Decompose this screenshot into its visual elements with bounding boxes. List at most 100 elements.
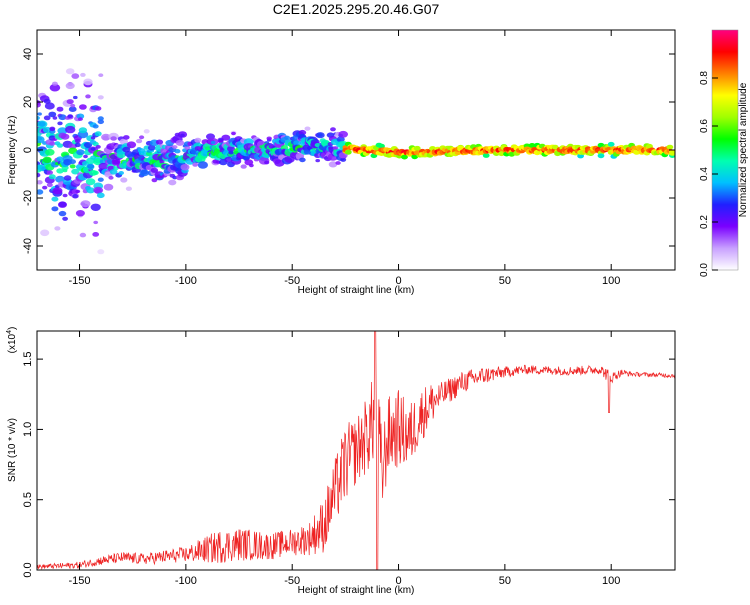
heatmap-cell bbox=[38, 121, 46, 127]
colorbar-gradient bbox=[712, 30, 738, 270]
heatmap-cell bbox=[240, 164, 247, 169]
x-tick-label: -100 bbox=[175, 575, 197, 587]
heatmap-cell bbox=[85, 94, 91, 99]
heatmap-cell bbox=[328, 161, 338, 168]
heatmap-cell bbox=[75, 210, 85, 217]
snr-x-label: Height of straight line (km) bbox=[298, 585, 415, 596]
heatmap-cell bbox=[44, 102, 55, 110]
heatmap-cell bbox=[37, 115, 40, 121]
heatmap-cell bbox=[49, 83, 61, 92]
heatmap-cell bbox=[74, 142, 81, 148]
heatmap-cell bbox=[123, 135, 130, 140]
y-tick-label: -20 bbox=[22, 190, 34, 206]
heatmap-cell bbox=[498, 151, 505, 157]
heatmap-cell bbox=[49, 141, 56, 146]
heatmap-cell bbox=[42, 156, 52, 163]
heatmap-cell bbox=[184, 145, 191, 150]
colorbar-tick-label: 0.8 bbox=[699, 71, 710, 85]
y-tick-label: 20 bbox=[22, 96, 34, 108]
heatmap-cell bbox=[58, 114, 67, 121]
snr-scale-label: (x104) bbox=[6, 327, 18, 354]
heatmap-cell bbox=[118, 171, 124, 175]
spectrogram-x-label: Height of straight line (km) bbox=[298, 285, 415, 296]
heatmap-cell bbox=[80, 200, 91, 208]
heatmap-cell bbox=[37, 112, 42, 116]
heatmap-cell bbox=[210, 140, 216, 145]
y-tick-label: 0.5 bbox=[22, 492, 34, 507]
colorbar-frame bbox=[711, 29, 739, 271]
heatmap-cell bbox=[155, 139, 164, 145]
heatmap-cell bbox=[46, 170, 53, 175]
heatmap-cell bbox=[67, 114, 73, 118]
heatmap-cell bbox=[71, 168, 80, 175]
spectrogram-panel: -150 -100 -50 0 50 100 -40 -20 0 20 40 Height of s… bbox=[7, 29, 676, 296]
heatmap-cell bbox=[79, 232, 87, 238]
x-tick-label: -150 bbox=[69, 275, 91, 287]
heatmap-cell bbox=[172, 145, 178, 149]
heatmap-cell bbox=[55, 175, 65, 183]
heatmap-cell bbox=[139, 135, 145, 140]
heatmap-cell bbox=[83, 142, 93, 148]
heatmap-cell bbox=[42, 185, 48, 190]
heatmap-cell bbox=[174, 149, 181, 154]
heatmap-cell bbox=[126, 141, 137, 149]
heatmap-cell bbox=[340, 157, 347, 162]
heatmap-cell bbox=[52, 116, 58, 120]
colorbar-label: Normalized spectral amplitude bbox=[738, 82, 749, 217]
heatmap-cell bbox=[66, 99, 74, 105]
heatmap-cell bbox=[194, 137, 202, 143]
heatmap-cell bbox=[88, 163, 93, 167]
heatmap-cell bbox=[62, 178, 73, 186]
colorbar-tick-label: 0.4 bbox=[699, 167, 710, 181]
y-tick-label: 40 bbox=[22, 48, 34, 60]
x-tick-label: 100 bbox=[602, 575, 620, 587]
x-tick-label: -50 bbox=[284, 275, 300, 287]
heatmap-cell bbox=[68, 106, 77, 112]
heatmap-cell bbox=[108, 175, 114, 180]
x-tick-label: -100 bbox=[175, 275, 197, 287]
heatmap-cell bbox=[112, 159, 120, 165]
heatmap-cell bbox=[304, 126, 311, 131]
heatmap-cell bbox=[228, 150, 234, 155]
heatmap-cell bbox=[75, 189, 81, 194]
heatmap-cell bbox=[413, 145, 421, 151]
y-tick-label: 1.5 bbox=[22, 351, 34, 366]
heatmap-cell bbox=[646, 143, 653, 149]
heatmap-cell bbox=[411, 154, 419, 160]
heatmap-cell bbox=[97, 95, 104, 100]
colorbar-ticks: 0.0 0.2 0.4 0.6 0.8 bbox=[699, 71, 718, 277]
heatmap-cell bbox=[37, 172, 41, 178]
heatmap-cell bbox=[227, 145, 235, 152]
colorbar-tick-label: 0.6 bbox=[699, 119, 710, 133]
heatmap-cell bbox=[65, 68, 75, 75]
heatmap-cell bbox=[332, 146, 339, 150]
heatmap-cell bbox=[60, 133, 70, 140]
x-tick-label: 0 bbox=[395, 575, 401, 587]
heatmap-cell bbox=[293, 140, 302, 146]
heatmap-cell bbox=[101, 133, 111, 141]
x-tick-label: 50 bbox=[499, 275, 511, 287]
heatmap-cell bbox=[80, 72, 86, 77]
heatmap-cell bbox=[96, 192, 105, 199]
heatmap-cell bbox=[249, 163, 254, 168]
heatmap-cell bbox=[95, 106, 102, 111]
heatmap-cell bbox=[401, 154, 408, 160]
x-tick-label: -50 bbox=[284, 575, 300, 587]
heatmap-cell bbox=[65, 82, 75, 90]
snr-panel: -150 -100 -50 0 50 100 0.0 0.5 1.0 1.5 Height of … bbox=[6, 327, 676, 596]
heatmap-cell bbox=[92, 124, 99, 129]
heatmap-cell bbox=[330, 127, 336, 132]
heatmap-cell bbox=[73, 95, 78, 100]
heatmap-cell bbox=[192, 162, 199, 167]
heatmap-cell bbox=[335, 161, 341, 165]
heatmap-cell bbox=[136, 138, 143, 144]
heatmap-cell bbox=[217, 139, 224, 144]
heatmap-cell bbox=[52, 187, 63, 195]
heatmap-cell bbox=[98, 73, 104, 77]
heatmap-cell bbox=[37, 180, 43, 185]
heatmap-cell bbox=[85, 178, 96, 186]
heatmap-cell bbox=[147, 145, 156, 151]
heatmap-cell bbox=[528, 143, 536, 148]
heatmap-cell bbox=[103, 183, 114, 191]
heatmap-cell bbox=[197, 161, 208, 169]
